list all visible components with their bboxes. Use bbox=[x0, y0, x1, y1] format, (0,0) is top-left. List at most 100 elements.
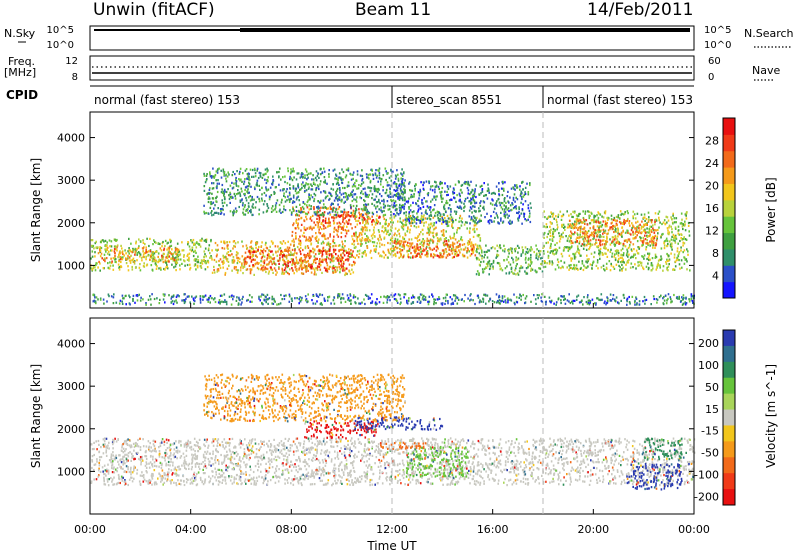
y-tick-label: 3000 bbox=[57, 174, 85, 187]
time-axis-label: Time UT bbox=[366, 539, 417, 553]
colorbar-swatch bbox=[723, 150, 735, 168]
time-axis: 00:00 04:00 08:00 12:00 16:00 20:00 00:00 bbox=[74, 523, 710, 536]
colorbar-swatch bbox=[723, 232, 735, 250]
colorbar-swatch bbox=[723, 330, 735, 347]
power-colorbar-label: Power [dB] bbox=[764, 177, 778, 242]
power-ylabel: Slant Range [km] bbox=[29, 158, 43, 262]
velocity-panel: 1000 2000 3000 4000 bbox=[57, 317, 696, 515]
colorbar-swatch bbox=[723, 409, 735, 426]
colorbar-swatch bbox=[723, 345, 735, 363]
y-tick-label: 4000 bbox=[57, 132, 85, 145]
nsearch-tick-bottom: 10^0 bbox=[704, 40, 731, 51]
colorbar-swatch bbox=[723, 134, 735, 152]
nsky-tick-top: 10^5 bbox=[47, 25, 74, 36]
colorbar-swatch bbox=[723, 361, 735, 379]
colorbar-tick-label: 28 bbox=[705, 135, 719, 148]
cpid-segment-label: normal (fast stereo) 153 bbox=[94, 93, 240, 107]
date-title: 14/Feb/2011 bbox=[587, 0, 694, 20]
x-tick-label: 00:00 bbox=[74, 523, 106, 536]
data-region bbox=[203, 373, 406, 423]
colorbar-tick-label: 20 bbox=[705, 180, 719, 193]
nsky-label: N.Sky bbox=[4, 27, 36, 40]
velocity-colorbar-label: Velocity [m s^-1] bbox=[764, 364, 778, 468]
data-region bbox=[92, 293, 695, 306]
colorbar-tick-label: 12 bbox=[705, 225, 719, 238]
colorbar-swatch bbox=[723, 183, 735, 201]
colorbar-tick-label: 4 bbox=[712, 270, 719, 283]
colorbar-swatch bbox=[723, 216, 735, 234]
power-colorbar: 4 8 12 16 20 24 28 bbox=[705, 117, 736, 299]
data-region bbox=[203, 167, 406, 217]
data-region bbox=[543, 210, 691, 272]
colorbar-swatch bbox=[723, 489, 735, 506]
data-region bbox=[241, 248, 356, 272]
data-region bbox=[392, 180, 532, 225]
colorbar-swatch bbox=[723, 248, 735, 266]
data-region bbox=[568, 218, 658, 247]
x-tick-label: 04:00 bbox=[175, 523, 207, 536]
colorbar-tick-label: 200 bbox=[698, 337, 719, 350]
colorbar-frame bbox=[722, 329, 736, 506]
freq-panel: 12 8 60 0 bbox=[65, 55, 775, 83]
colorbar-tick-label: -200 bbox=[694, 490, 719, 503]
colorbar-swatch bbox=[723, 199, 735, 217]
x-tick-label: 16:00 bbox=[477, 523, 509, 536]
nsearch-label: N.Search bbox=[744, 27, 794, 40]
data-region bbox=[354, 214, 482, 260]
velocity-colorbar: 200 100 50 15 -15 -50 -100 -200 bbox=[694, 329, 736, 506]
data-region bbox=[90, 237, 212, 272]
x-tick-label: 08:00 bbox=[275, 523, 307, 536]
colorbar-swatch bbox=[723, 167, 735, 184]
nave-label: Nave bbox=[752, 64, 781, 77]
colorbar-swatch bbox=[723, 393, 735, 411]
freq-label: Freq. bbox=[8, 55, 36, 68]
data-region bbox=[97, 246, 180, 264]
velocity-ylabel: Slant Range [km] bbox=[29, 364, 43, 468]
y-tick-label: 2000 bbox=[57, 217, 85, 230]
y-tick-label: 1000 bbox=[57, 259, 85, 272]
x-tick-label: 00:00 bbox=[678, 523, 710, 536]
colorbar-tick-label: 16 bbox=[705, 202, 719, 215]
cpid-label: CPID bbox=[6, 88, 39, 102]
freq-unit-label: [MHz] bbox=[4, 66, 37, 79]
y-tick-label: 2000 bbox=[57, 423, 85, 436]
data-region bbox=[379, 441, 427, 450]
colorbar-swatch bbox=[723, 425, 735, 442]
nsky-tick-bottom: 10^0 bbox=[47, 40, 74, 51]
power-panel: 1000 2000 3000 4000 bbox=[57, 111, 695, 309]
colorbar-tick-label: 8 bbox=[712, 247, 719, 260]
colorbar-swatch bbox=[723, 281, 735, 299]
station-title: Unwin (fitACF) bbox=[93, 0, 215, 20]
colorbar-frame bbox=[722, 117, 736, 299]
nsky-panel: 10^5 10^0 10^5 10^0 bbox=[18, 25, 792, 51]
data-region bbox=[405, 445, 469, 478]
cpid-segment-label: stereo_scan 8551 bbox=[396, 93, 502, 107]
y-tick-label: 4000 bbox=[57, 338, 85, 351]
x-tick-label: 20:00 bbox=[577, 523, 609, 536]
cpid-segment-label: normal (fast stereo) 153 bbox=[547, 93, 693, 107]
colorbar-tick-label: -50 bbox=[701, 447, 719, 460]
colorbar-tick-label: -15 bbox=[701, 425, 719, 438]
colorbar-tick-label: 50 bbox=[705, 381, 719, 394]
nave-tick-top: 60 bbox=[708, 56, 721, 67]
colorbar-tick-label: 24 bbox=[705, 157, 719, 170]
freq-tick-top: 12 bbox=[65, 56, 78, 67]
freq-tick-bottom: 8 bbox=[72, 72, 78, 83]
colorbar-tick-label: -100 bbox=[694, 468, 719, 481]
cpid-bar: normal (fast stereo) 153 stereo_scan 8551… bbox=[90, 85, 694, 108]
colorbar-swatch bbox=[723, 265, 735, 283]
colorbar-swatch bbox=[723, 473, 735, 490]
y-tick-label: 3000 bbox=[57, 380, 85, 393]
nsearch-tick-top: 10^5 bbox=[704, 25, 731, 36]
data-region bbox=[626, 463, 683, 491]
colorbar-tick-label: 100 bbox=[698, 359, 719, 372]
colorbar-swatch bbox=[723, 118, 735, 135]
x-tick-label: 12:00 bbox=[376, 523, 408, 536]
colorbar-swatch bbox=[723, 457, 735, 474]
beam-title: Beam 11 bbox=[355, 0, 432, 20]
colorbar-swatch bbox=[723, 377, 735, 395]
data-region bbox=[475, 244, 545, 276]
nave-tick-bottom: 0 bbox=[708, 72, 714, 83]
data-region bbox=[643, 437, 683, 461]
